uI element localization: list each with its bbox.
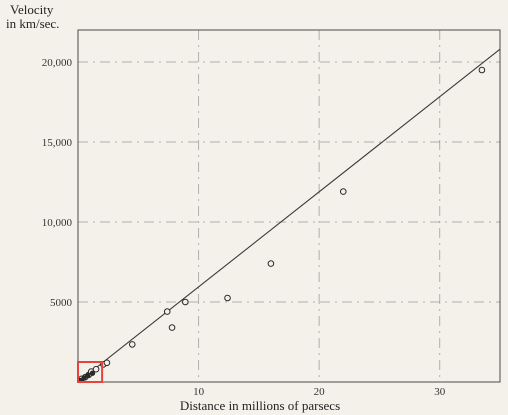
- y-axis-title-line-1: Velocity: [10, 2, 54, 17]
- open-point-6: [103, 359, 111, 367]
- fit-line-group: [77, 48, 501, 383]
- plot-frame: [77, 29, 501, 383]
- filled-point-2: [84, 372, 91, 379]
- y-tick-label-20000: 20,000: [42, 57, 73, 69]
- open-point-14: [478, 66, 486, 74]
- open-point-8: [163, 308, 171, 315]
- open-point-7: [128, 341, 136, 348]
- open-point-4: [92, 365, 100, 373]
- y-tick-label-5000: 5000: [50, 297, 73, 309]
- y-axis-title-line-2: in km/sec.: [6, 16, 59, 31]
- filled-point-1: [81, 375, 87, 381]
- open-point-13: [339, 188, 347, 195]
- tick-labels: 10 20 30 5000 10,000 15,000 20,000: [42, 57, 446, 398]
- open-point-12: [267, 260, 275, 267]
- x-axis-title: Distance in millions of parsecs: [180, 398, 340, 413]
- fit-line: [77, 48, 501, 383]
- open-point-9: [168, 324, 176, 331]
- y-tick-label-10000: 10,000: [42, 217, 73, 229]
- data-points: [77, 66, 486, 384]
- y-tick-label-15000: 15,000: [42, 137, 73, 149]
- highlight-box-group: [77, 361, 104, 383]
- open-point-10: [182, 298, 189, 306]
- x-tick-label-20: 20: [314, 386, 326, 398]
- open-point-11: [224, 294, 231, 302]
- filled-point-3: [89, 370, 96, 376]
- x-tick-label-10: 10: [193, 386, 205, 398]
- x-tick-label-30: 30: [434, 386, 446, 398]
- highlight-box: [77, 361, 104, 383]
- grid: [78, 30, 500, 382]
